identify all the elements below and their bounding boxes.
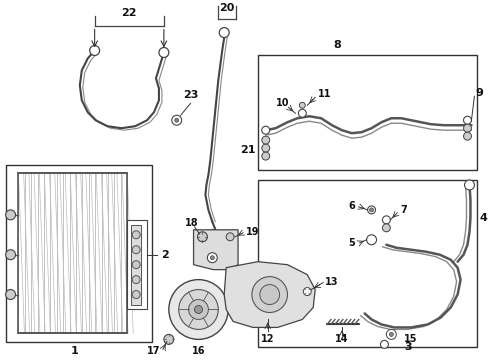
Circle shape xyxy=(188,300,208,319)
Text: 1: 1 xyxy=(71,346,79,356)
Circle shape xyxy=(382,224,389,232)
Circle shape xyxy=(132,261,140,269)
Circle shape xyxy=(366,235,376,245)
Text: 10: 10 xyxy=(275,98,288,108)
Circle shape xyxy=(132,231,140,239)
Text: 18: 18 xyxy=(184,218,198,228)
Circle shape xyxy=(259,285,279,305)
Text: 9: 9 xyxy=(474,88,482,98)
Circle shape xyxy=(464,180,473,190)
Text: 4: 4 xyxy=(478,213,486,223)
Circle shape xyxy=(369,208,373,212)
Bar xyxy=(127,220,147,310)
Circle shape xyxy=(298,109,305,117)
Circle shape xyxy=(226,233,234,241)
Circle shape xyxy=(6,289,16,300)
Text: 22: 22 xyxy=(121,8,137,18)
Circle shape xyxy=(132,276,140,284)
Text: 19: 19 xyxy=(245,227,259,237)
Circle shape xyxy=(219,28,229,37)
Text: 23: 23 xyxy=(183,90,198,100)
Circle shape xyxy=(367,206,375,214)
Bar xyxy=(131,225,141,305)
Circle shape xyxy=(463,132,470,140)
Bar xyxy=(257,180,476,347)
Circle shape xyxy=(89,45,100,55)
Text: 16: 16 xyxy=(191,346,205,356)
Bar xyxy=(19,173,127,333)
Text: 14: 14 xyxy=(334,334,348,345)
Circle shape xyxy=(171,115,182,125)
Circle shape xyxy=(132,291,140,298)
Circle shape xyxy=(174,118,178,122)
Text: 7: 7 xyxy=(399,205,406,215)
Circle shape xyxy=(132,246,140,254)
Circle shape xyxy=(6,210,16,220)
Bar xyxy=(6,165,152,342)
Text: 3: 3 xyxy=(404,342,411,352)
Circle shape xyxy=(178,289,218,329)
Text: 17: 17 xyxy=(147,346,161,356)
Text: 8: 8 xyxy=(332,40,340,50)
Circle shape xyxy=(210,256,214,260)
Text: 20: 20 xyxy=(219,3,234,13)
Text: 11: 11 xyxy=(318,89,331,99)
Bar xyxy=(257,55,476,170)
Text: 6: 6 xyxy=(347,201,354,211)
Circle shape xyxy=(163,334,173,345)
Circle shape xyxy=(159,48,168,58)
Circle shape xyxy=(380,340,387,348)
Text: 5: 5 xyxy=(347,238,354,248)
Circle shape xyxy=(299,102,305,108)
Text: 12: 12 xyxy=(261,334,274,345)
Text: 21: 21 xyxy=(240,145,255,155)
Circle shape xyxy=(261,144,269,152)
Circle shape xyxy=(382,216,389,224)
Circle shape xyxy=(388,332,392,336)
Circle shape xyxy=(261,136,269,144)
Polygon shape xyxy=(224,262,315,328)
Polygon shape xyxy=(193,230,238,270)
Circle shape xyxy=(207,253,217,263)
Circle shape xyxy=(303,288,310,296)
Circle shape xyxy=(463,124,470,132)
Circle shape xyxy=(251,276,287,312)
Circle shape xyxy=(197,232,207,242)
Circle shape xyxy=(463,116,470,124)
Circle shape xyxy=(386,329,395,339)
Circle shape xyxy=(168,280,228,339)
Text: 13: 13 xyxy=(325,276,338,287)
Circle shape xyxy=(261,152,269,160)
Text: 15: 15 xyxy=(404,334,417,345)
Circle shape xyxy=(6,250,16,260)
Text: 2: 2 xyxy=(161,250,168,260)
Circle shape xyxy=(261,126,269,134)
Circle shape xyxy=(194,306,202,314)
